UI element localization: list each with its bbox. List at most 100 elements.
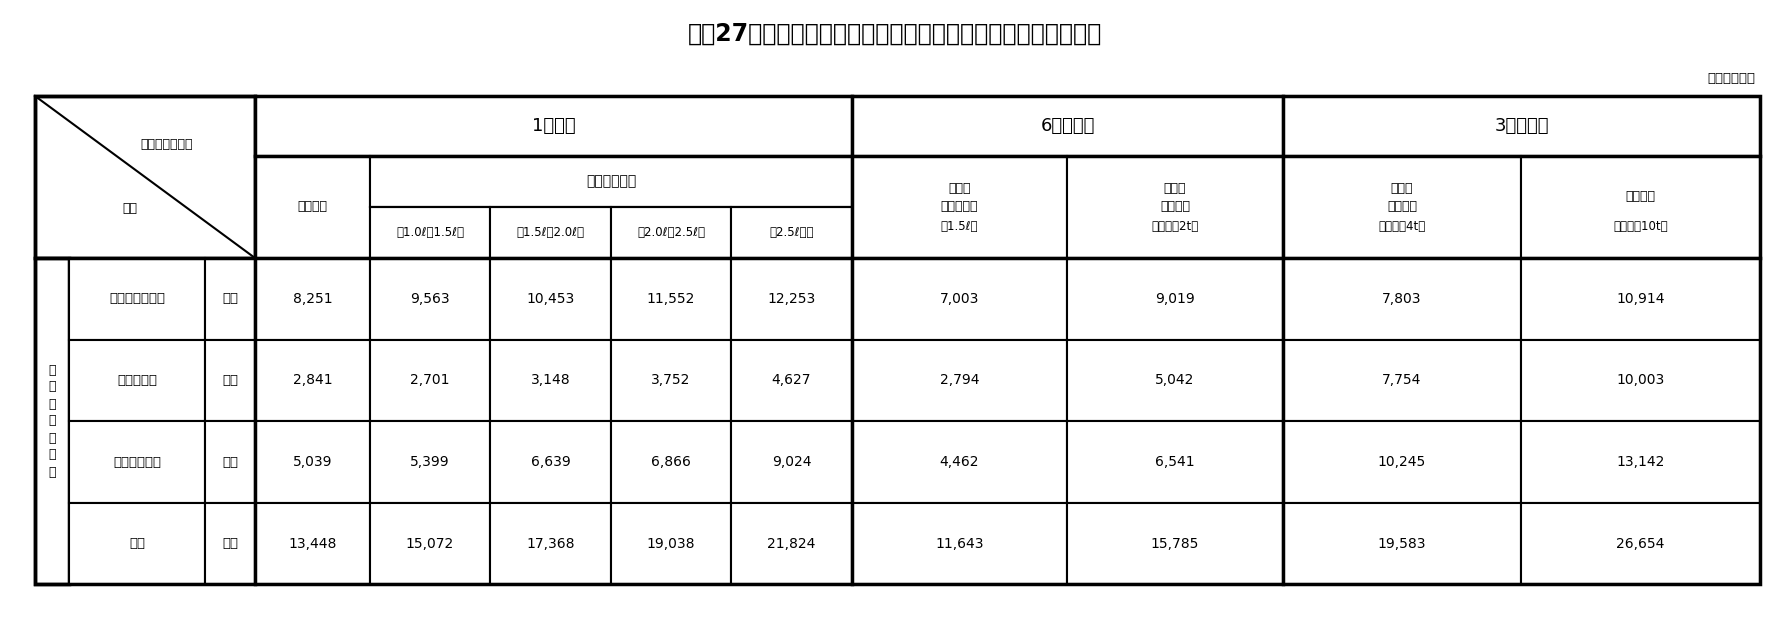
Text: 13,142: 13,142	[1615, 455, 1664, 469]
Text: トラック: トラック	[1159, 200, 1190, 213]
Bar	[610, 258, 730, 340]
Text: 5,399: 5,399	[410, 455, 449, 469]
Bar	[1283, 503, 1521, 584]
Text: 15,785: 15,785	[1150, 536, 1199, 550]
Text: 2,841: 2,841	[293, 374, 333, 387]
Bar	[1283, 258, 1521, 340]
Text: 17,368: 17,368	[526, 536, 574, 550]
Text: 12,253: 12,253	[767, 292, 816, 306]
Bar	[70, 421, 206, 503]
Bar	[254, 421, 370, 503]
Text: （1.5ℓ～2.0ℓ）: （1.5ℓ～2.0ℓ）	[517, 226, 585, 239]
Bar	[610, 207, 730, 258]
Bar	[852, 258, 1066, 340]
Text: 26,654: 26,654	[1615, 536, 1664, 550]
Text: 10,003: 10,003	[1615, 374, 1664, 387]
Bar	[730, 503, 852, 584]
Bar	[254, 340, 370, 421]
Text: 7,803: 7,803	[1381, 292, 1420, 306]
Text: 19,038: 19,038	[646, 536, 694, 550]
Text: 整備技術料: 整備技術料	[116, 374, 157, 387]
Bar	[70, 503, 206, 584]
Bar	[1066, 421, 1283, 503]
Text: トラック: トラック	[1624, 190, 1655, 203]
Text: 営業用: 営業用	[1390, 183, 1413, 195]
Bar	[852, 156, 1066, 258]
Text: （積載量4t）: （積載量4t）	[1378, 220, 1424, 233]
Bar	[1283, 156, 1521, 258]
Bar	[1521, 503, 1759, 584]
Bar	[1521, 421, 1759, 503]
Bar	[1521, 340, 1759, 421]
Bar	[490, 207, 610, 258]
Bar	[206, 503, 254, 584]
Text: （単位：円）: （単位：円）	[1707, 71, 1753, 85]
Bar	[610, 340, 730, 421]
Bar	[370, 207, 490, 258]
Text: 19,583: 19,583	[1378, 536, 1426, 550]
Bar	[254, 96, 852, 156]
Text: 10,453: 10,453	[526, 292, 574, 306]
Bar	[370, 503, 490, 584]
Text: 11,643: 11,643	[934, 536, 984, 550]
Text: 基本点検技術料: 基本点検技術料	[109, 292, 165, 305]
Text: 合計: 合計	[129, 537, 145, 550]
Text: 2,701: 2,701	[410, 374, 449, 387]
Text: （1.5ℓ）: （1.5ℓ）	[941, 220, 979, 233]
Bar	[852, 96, 1283, 156]
Text: 9,024: 9,024	[771, 455, 810, 469]
Text: 7,003: 7,003	[939, 292, 979, 306]
Text: 21,824: 21,824	[767, 536, 816, 550]
Text: 6,639: 6,639	[530, 455, 571, 469]
Text: 11,552: 11,552	[646, 292, 694, 306]
Bar	[490, 340, 610, 421]
Text: 8,251: 8,251	[293, 292, 333, 306]
Text: 軽自動車: 軽自動車	[297, 200, 327, 213]
Text: 平均: 平均	[222, 456, 238, 468]
Bar	[1066, 503, 1283, 584]
Bar	[730, 340, 852, 421]
Text: 部品、油脂代: 部品、油脂代	[113, 456, 161, 468]
Text: 平均: 平均	[222, 537, 238, 550]
Text: 13,448: 13,448	[288, 536, 336, 550]
Bar	[370, 340, 490, 421]
Bar	[852, 340, 1066, 421]
Text: 自家用: 自家用	[1163, 183, 1186, 195]
Bar	[1066, 258, 1283, 340]
Text: 9,563: 9,563	[410, 292, 449, 306]
Bar	[610, 421, 730, 503]
Text: 6,541: 6,541	[1154, 455, 1193, 469]
Text: （2.5ℓ～）: （2.5ℓ～）	[769, 226, 814, 239]
Text: 9,019: 9,019	[1154, 292, 1195, 306]
Text: 2,794: 2,794	[939, 374, 979, 387]
Text: 15,072: 15,072	[406, 536, 454, 550]
Text: 6ヶ月点検: 6ヶ月点検	[1039, 117, 1095, 135]
Text: 6,866: 6,866	[651, 455, 691, 469]
Bar	[1066, 156, 1283, 258]
Bar	[70, 258, 206, 340]
Bar	[36, 96, 1759, 584]
Bar	[852, 421, 1066, 503]
Text: 5,039: 5,039	[293, 455, 333, 469]
Bar	[70, 340, 206, 421]
Bar	[1521, 156, 1759, 258]
Bar	[730, 421, 852, 503]
Text: 3,752: 3,752	[651, 374, 691, 387]
Text: （積載量10t）: （積載量10t）	[1612, 220, 1667, 233]
Bar	[206, 340, 254, 421]
Text: 平均: 平均	[222, 292, 238, 305]
Bar	[1283, 340, 1521, 421]
Bar	[1283, 421, 1521, 503]
Text: ライトバン: ライトバン	[941, 200, 979, 213]
Bar	[1283, 96, 1759, 156]
Bar	[254, 258, 370, 340]
Text: （1.0ℓ～1.5ℓ）: （1.0ℓ～1.5ℓ）	[395, 226, 463, 239]
Bar	[1066, 340, 1283, 421]
Bar	[206, 258, 254, 340]
Bar	[1521, 258, 1759, 340]
Bar	[490, 258, 610, 340]
Text: 5,042: 5,042	[1154, 374, 1193, 387]
Text: 4,462: 4,462	[939, 455, 979, 469]
Text: （積載量2t）: （積載量2t）	[1150, 220, 1199, 233]
Text: （2.0ℓ～2.5ℓ）: （2.0ℓ～2.5ℓ）	[637, 226, 705, 239]
